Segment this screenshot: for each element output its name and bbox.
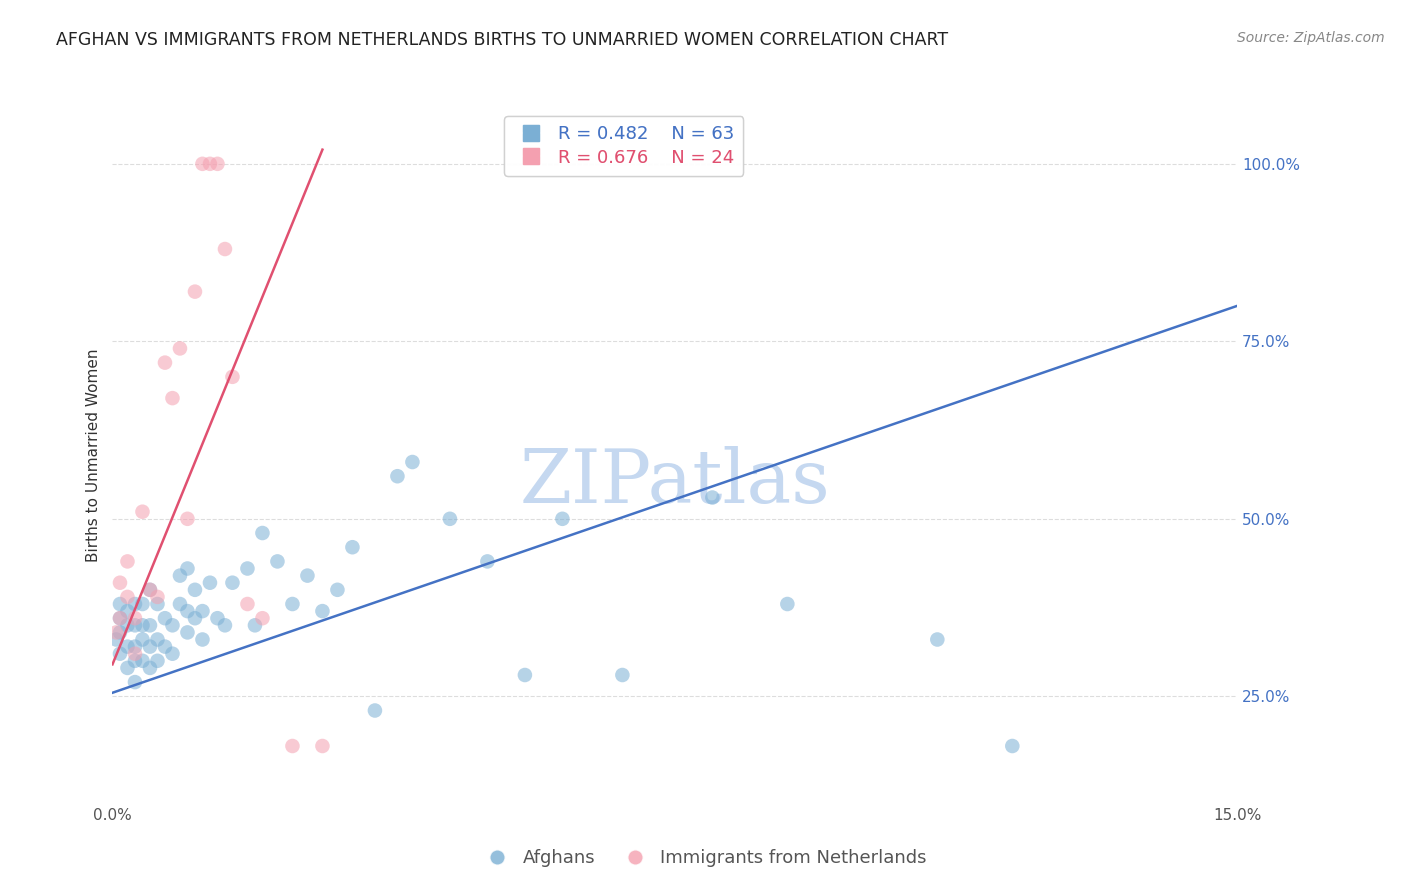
Point: [108, 625, 131, 640]
Point: [207, 611, 229, 625]
Point: [281, 597, 304, 611]
Point: [176, 512, 198, 526]
Point: [117, 618, 139, 632]
Point: [297, 568, 319, 582]
Point: [108, 611, 131, 625]
Point: [927, 632, 949, 647]
Point: [124, 640, 146, 654]
Point: [221, 575, 243, 590]
Point: [117, 604, 139, 618]
Point: [131, 505, 153, 519]
Point: [439, 512, 461, 526]
Point: [131, 597, 153, 611]
Point: [124, 618, 146, 632]
Point: [124, 647, 146, 661]
Point: [139, 582, 162, 597]
Point: [513, 668, 536, 682]
Point: [266, 554, 288, 568]
Point: [477, 554, 499, 568]
Point: [702, 491, 724, 505]
Point: [311, 604, 333, 618]
Point: [139, 661, 162, 675]
Point: [401, 455, 423, 469]
Point: [551, 512, 574, 526]
Point: [191, 632, 214, 647]
Point: [124, 611, 146, 625]
Point: [176, 561, 198, 575]
Point: [108, 597, 131, 611]
Point: [176, 604, 198, 618]
Text: ZIPatlas: ZIPatlas: [519, 446, 831, 519]
Text: Source: ZipAtlas.com: Source: ZipAtlas.com: [1237, 31, 1385, 45]
Point: [124, 675, 146, 690]
Point: [117, 554, 139, 568]
Point: [776, 597, 799, 611]
Text: AFGHAN VS IMMIGRANTS FROM NETHERLANDS BIRTHS TO UNMARRIED WOMEN CORRELATION CHAR: AFGHAN VS IMMIGRANTS FROM NETHERLANDS BI…: [56, 31, 949, 49]
Point: [108, 647, 131, 661]
Point: [139, 618, 162, 632]
Point: [1001, 739, 1024, 753]
Point: [221, 369, 243, 384]
Point: [124, 597, 146, 611]
Point: [311, 739, 333, 753]
Point: [139, 582, 162, 597]
Point: [191, 604, 214, 618]
Point: [198, 575, 221, 590]
Point: [117, 640, 139, 654]
Point: [281, 739, 304, 753]
Point: [117, 661, 139, 675]
Point: [131, 654, 153, 668]
Point: [131, 632, 153, 647]
Point: [117, 590, 139, 604]
Point: [105, 632, 128, 647]
Point: [176, 625, 198, 640]
Point: [169, 568, 191, 582]
Point: [146, 597, 169, 611]
Point: [364, 704, 387, 718]
Legend: R = 0.482    N = 63, R = 0.676    N = 24: R = 0.482 N = 63, R = 0.676 N = 24: [503, 116, 744, 176]
Point: [207, 157, 229, 171]
Point: [146, 632, 169, 647]
Point: [153, 356, 176, 370]
Point: [236, 597, 259, 611]
Point: [169, 597, 191, 611]
Point: [146, 654, 169, 668]
Point: [108, 611, 131, 625]
Point: [326, 582, 349, 597]
Point: [139, 640, 162, 654]
Point: [387, 469, 409, 483]
Point: [153, 640, 176, 654]
Point: [184, 611, 207, 625]
Point: [252, 526, 274, 541]
Point: [169, 342, 191, 356]
Point: [252, 611, 274, 625]
Point: [162, 618, 184, 632]
Point: [243, 618, 266, 632]
Point: [191, 157, 214, 171]
Point: [131, 618, 153, 632]
Point: [108, 575, 131, 590]
Point: [198, 157, 221, 171]
Point: [162, 391, 184, 405]
Point: [184, 285, 207, 299]
Legend: Afghans, Immigrants from Netherlands: Afghans, Immigrants from Netherlands: [472, 842, 934, 874]
Point: [146, 590, 169, 604]
Point: [214, 618, 236, 632]
Y-axis label: Births to Unmarried Women: Births to Unmarried Women: [86, 348, 101, 562]
Point: [124, 654, 146, 668]
Point: [162, 647, 184, 661]
Point: [214, 242, 236, 256]
Point: [236, 561, 259, 575]
Point: [105, 625, 128, 640]
Point: [612, 668, 634, 682]
Point: [184, 582, 207, 597]
Point: [153, 611, 176, 625]
Point: [342, 540, 364, 554]
